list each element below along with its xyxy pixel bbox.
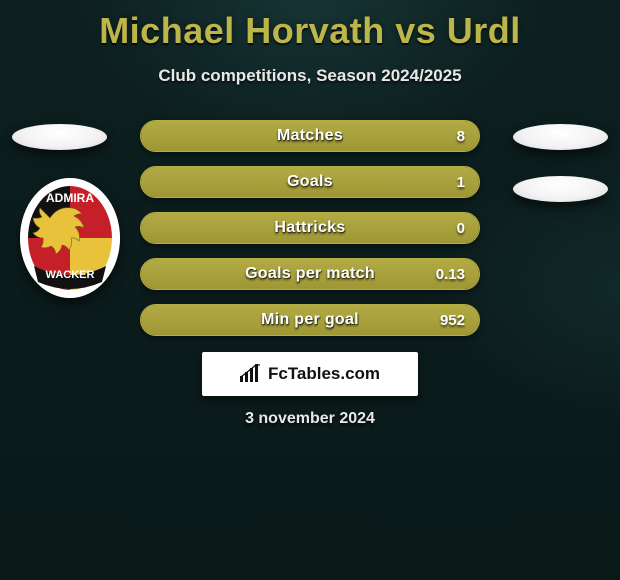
stat-value: 0 — [457, 213, 465, 243]
brand-label: FcTables.com — [268, 364, 380, 384]
stat-label: Goals — [141, 167, 479, 197]
bar-chart-icon — [240, 364, 262, 384]
player-left-placeholder — [12, 124, 107, 150]
stat-value: 952 — [440, 305, 465, 335]
svg-text:WACKER: WACKER — [46, 269, 95, 281]
stat-value: 8 — [457, 121, 465, 151]
stat-row-goals-per-match: Goals per match 0.13 — [140, 258, 480, 290]
stat-row-goals: Goals 1 — [140, 166, 480, 198]
page-title: Michael Horvath vs Urdl — [0, 0, 620, 52]
date-label: 3 november 2024 — [0, 410, 620, 428]
admira-wacker-crest-icon: ADMIRA WACKER — [20, 178, 120, 298]
stat-row-matches: Matches 8 — [140, 120, 480, 152]
player-right-placeholder-2 — [513, 176, 608, 202]
stat-value: 0.13 — [436, 259, 465, 289]
fctables-link[interactable]: FcTables.com — [202, 352, 418, 396]
stat-value: 1 — [457, 167, 465, 197]
stat-label: Matches — [141, 121, 479, 151]
stat-label: Min per goal — [141, 305, 479, 335]
stat-row-min-per-goal: Min per goal 952 — [140, 304, 480, 336]
subtitle: Club competitions, Season 2024/2025 — [0, 66, 620, 86]
stat-label: Goals per match — [141, 259, 479, 289]
stats-list: Matches 8 Goals 1 Hattricks 0 Goals per … — [140, 120, 480, 350]
svg-text:ADMIRA: ADMIRA — [46, 191, 94, 205]
player-right-placeholder-1 — [513, 124, 608, 150]
stat-row-hattricks: Hattricks 0 — [140, 212, 480, 244]
stat-label: Hattricks — [141, 213, 479, 243]
club-badge: ADMIRA WACKER — [20, 178, 120, 298]
